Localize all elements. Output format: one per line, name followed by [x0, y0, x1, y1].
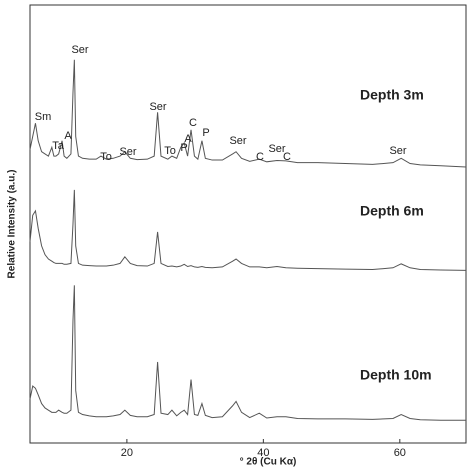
xrd-trace — [29, 189, 467, 271]
peak-label: Ser — [149, 101, 166, 113]
peak-label: Sm — [35, 111, 52, 123]
x-tick-label: 40 — [257, 447, 269, 459]
peak-label: To — [100, 151, 112, 163]
x-tick-label: 60 — [394, 447, 406, 459]
peak-label: Ser — [119, 146, 136, 158]
peak-label: P — [180, 142, 187, 154]
peak-label: Ser — [229, 135, 246, 147]
series-label: Depth 10m — [360, 367, 432, 383]
plot-frame — [29, 4, 467, 444]
series-label: Depth 6m — [360, 203, 424, 219]
peak-label: C — [283, 151, 291, 163]
peak-label: To — [164, 145, 176, 157]
y-axis-label: Relative Intensity (a.u.) — [7, 170, 18, 279]
series-label: Depth 3m — [360, 87, 424, 103]
x-tick-label: 20 — [121, 447, 133, 459]
peak-label: Ser — [71, 44, 88, 56]
peak-label: Ser — [389, 145, 406, 157]
xrd-trace — [29, 285, 466, 421]
x-axis-label: ° 2θ (Cu Kα) — [240, 457, 297, 468]
peak-label: C — [256, 151, 264, 163]
peak-label: C — [189, 117, 197, 129]
xrd-trace — [29, 59, 467, 168]
peak-label: A — [184, 133, 192, 145]
peak-label: Ta — [52, 140, 65, 152]
peak-label: A — [64, 130, 72, 142]
peak-label: P — [202, 127, 209, 139]
peak-label: Ser — [268, 143, 285, 155]
